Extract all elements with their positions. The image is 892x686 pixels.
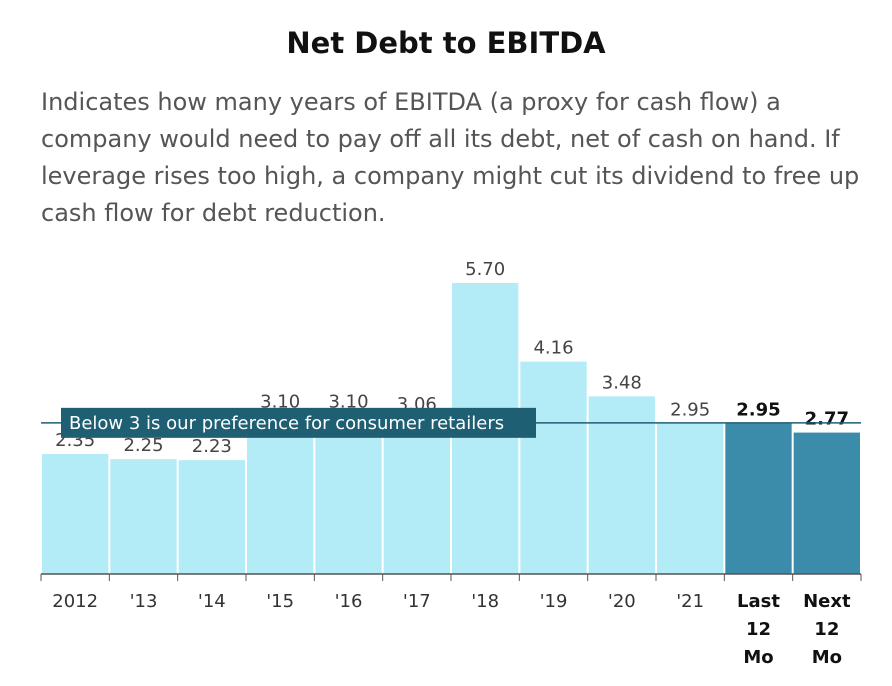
x-tick-label-0: 2012 bbox=[52, 591, 98, 612]
x-tick-label-2: '14 bbox=[198, 591, 226, 612]
value-label-8: 3.48 bbox=[602, 372, 642, 393]
chart-title: Net Debt to EBITDA bbox=[286, 26, 606, 60]
x-tick-label-5: '17 bbox=[403, 591, 431, 612]
x-axis: 2012 '13 '14 '15 '16 '17 '18 '19 '20 '21 Last 12 Mo N… bbox=[40, 573, 862, 668]
bars-group bbox=[42, 283, 860, 574]
value-label-9: 2.95 bbox=[670, 399, 710, 420]
x-tick-label-11: Next 12 Mo bbox=[803, 591, 851, 668]
chart-subtitle: Indicates how many years of EBITDA (a pr… bbox=[41, 88, 860, 227]
x-tick-label-6: '18 bbox=[471, 591, 499, 612]
bar-7 bbox=[520, 361, 587, 574]
x-tick-label-7: '19 bbox=[540, 591, 568, 612]
value-label-7: 4.16 bbox=[533, 338, 573, 359]
value-label-10: 2.95 bbox=[736, 399, 780, 420]
x-tick-label-3: '15 bbox=[266, 591, 294, 612]
bar-2 bbox=[178, 460, 245, 574]
reference-line-label: Below 3 is our preference for consumer r… bbox=[69, 413, 504, 434]
bar-3 bbox=[247, 415, 314, 574]
x-tick-label-4: '16 bbox=[335, 591, 363, 612]
reference-line-group: Below 3 is our preference for consumer r… bbox=[41, 407, 861, 438]
x-tick-label-10: Last 12 Mo bbox=[737, 591, 780, 668]
bar-8 bbox=[588, 396, 655, 574]
bar-10 bbox=[725, 423, 792, 574]
bar-5 bbox=[383, 417, 450, 574]
x-tick-label-1: '13 bbox=[130, 591, 158, 612]
reference-label-box bbox=[61, 407, 536, 438]
value-label-1: 2.25 bbox=[123, 435, 163, 456]
value-label-3: 3.10 bbox=[260, 392, 300, 413]
bar-0 bbox=[42, 454, 109, 574]
value-label-11: 2.77 bbox=[805, 409, 849, 430]
value-label-6: 5.70 bbox=[465, 259, 505, 280]
x-tick-label-8: '20 bbox=[608, 591, 636, 612]
bar-9 bbox=[657, 423, 724, 574]
bar-4 bbox=[315, 415, 382, 574]
value-label-4: 3.10 bbox=[328, 392, 368, 413]
bar-11 bbox=[793, 432, 860, 574]
value-label-2: 2.23 bbox=[192, 436, 232, 457]
x-tick-label-9: '21 bbox=[676, 591, 704, 612]
bar-1 bbox=[110, 459, 177, 574]
